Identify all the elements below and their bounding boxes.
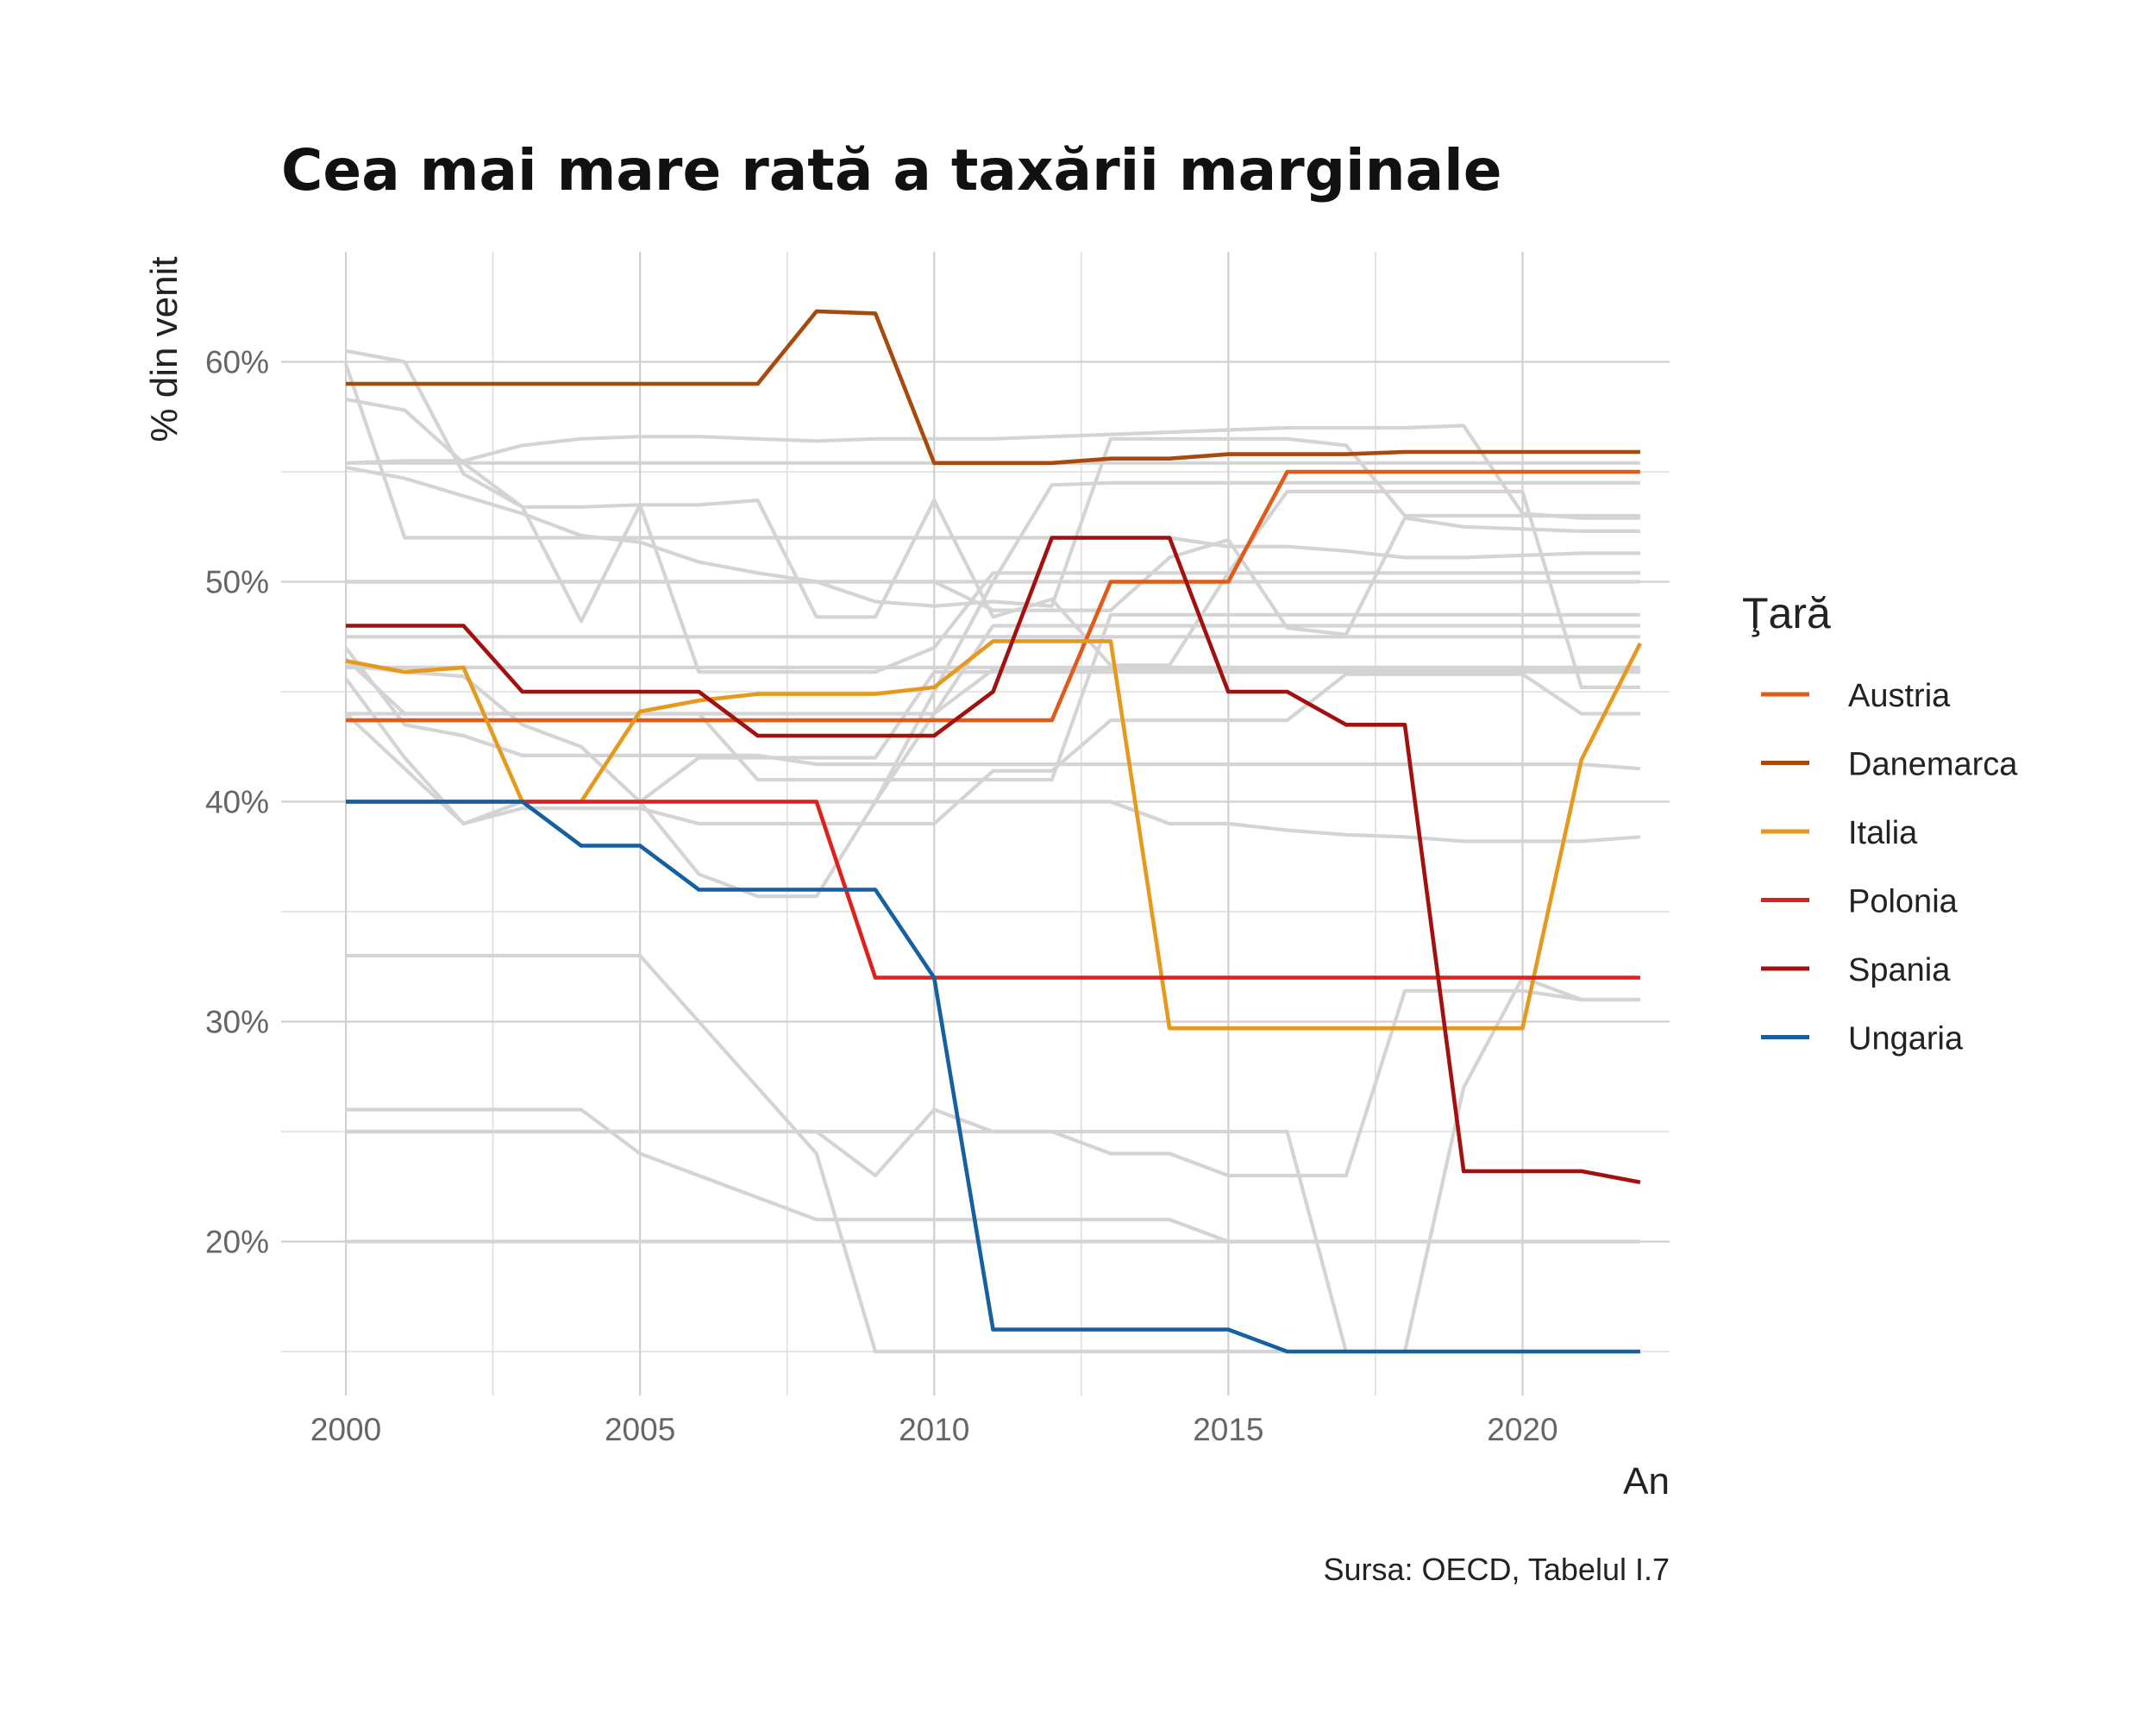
highlighted-series [345,309,1642,1354]
legend-item-polonia: Polonia [1761,884,1959,920]
x-axis-ticks: 2000 2005 2010 2015 2020 [310,1412,1558,1447]
x-tick-label: 2015 [1193,1412,1263,1447]
legend-item-danemarca: Danemarca [1761,747,2018,783]
x-tick-label: 2005 [605,1412,675,1447]
x-tick-label: 2000 [310,1412,381,1447]
series-line-spania [346,536,1641,1184]
y-axis-title: % din venit [143,256,185,442]
background-series-line [345,436,1640,608]
background-series-line [346,1107,1640,1244]
legend-label: Spania [1848,952,1951,988]
legend-item-ungaria: Ungaria [1761,1021,1964,1057]
y-tick-label: 50% [205,565,269,600]
legend-label: Danemarca [1848,747,2018,783]
background-series-line [345,397,1640,690]
y-tick-label: 20% [205,1225,269,1260]
x-tick-label: 2010 [899,1412,969,1447]
background-series-line [346,988,1640,1178]
background-series-line [345,348,1640,674]
background-series-line [345,663,1640,804]
y-tick-label: 30% [205,1005,269,1040]
legend-items: Austria Danemarca Italia Polonia Spania Ungar… [1761,678,2018,1057]
caption: Sursa: OECD, Tabelul I.7 [1323,1552,1670,1587]
x-tick-label: 2020 [1487,1412,1557,1447]
series-line-polonia [346,800,1640,980]
background-series-line [346,612,1640,782]
background-series-line [346,953,1640,1354]
series-line-ungaria [346,800,1640,1354]
y-tick-label: 40% [205,785,269,820]
background-series-line [345,423,1640,520]
legend-label: Italia [1848,815,1918,851]
background-series-line [344,672,1640,826]
legend-item-spania: Spania [1761,952,1951,988]
legend-label: Ungaria [1848,1021,1964,1057]
legend-label: Austria [1848,678,1951,714]
x-axis-title: An [1623,1460,1670,1502]
y-axis-ticks: 20% 30% 40% 50% 60% [205,345,269,1260]
background-series-line [344,646,1641,771]
background-series [344,348,1641,1354]
legend-label: Polonia [1848,884,1959,920]
background-series-line [344,363,1640,560]
legend-item-austria: Austria [1761,678,1951,714]
series-line-austria [346,469,1640,723]
series-line-italia [345,639,1642,1031]
legend-title: Ţară [1742,589,1831,637]
chart-title: Cea mai mare rată a taxării marginale [281,137,1502,204]
background-series-line [346,975,1640,1354]
y-tick-label: 60% [205,345,269,380]
legend-item-italia: Italia [1761,815,1918,851]
series-line-danemarca [346,309,1640,466]
legend: Ţară Austria Danemarca Italia Polonia Spania… [1742,589,2018,1057]
